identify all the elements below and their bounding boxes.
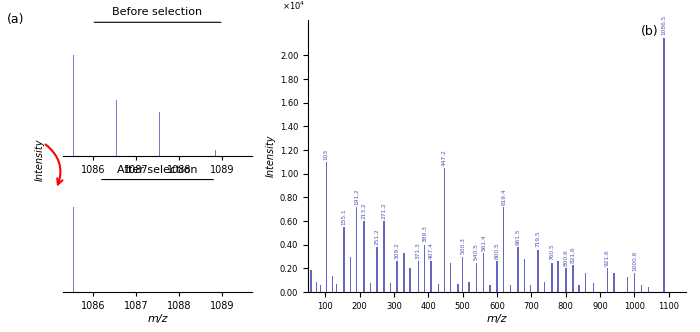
Bar <box>524 259 525 292</box>
Bar <box>648 288 649 292</box>
Text: (a): (a) <box>7 13 24 26</box>
Bar <box>476 263 477 292</box>
Text: 800.6: 800.6 <box>564 249 568 266</box>
Y-axis label: Intensity: Intensity <box>265 135 276 177</box>
Text: 251.2: 251.2 <box>374 228 379 245</box>
Bar <box>316 282 317 292</box>
Text: 760.5: 760.5 <box>550 243 554 260</box>
Bar <box>349 257 351 292</box>
Text: 1000.6: 1000.6 <box>632 250 637 271</box>
Bar <box>613 273 615 292</box>
Text: 540.5: 540.5 <box>474 243 479 260</box>
Text: $\times10^4$: $\times10^4$ <box>281 0 304 12</box>
Bar <box>634 273 636 292</box>
Bar <box>510 285 511 292</box>
Text: 719.5: 719.5 <box>536 230 540 247</box>
Bar <box>538 250 539 292</box>
Bar <box>356 207 357 292</box>
Text: 155.1: 155.1 <box>342 208 346 225</box>
Bar <box>462 257 463 292</box>
Text: 619.4: 619.4 <box>501 188 506 205</box>
Bar <box>592 283 594 292</box>
Bar <box>332 276 333 292</box>
Bar <box>418 261 419 292</box>
Bar <box>489 285 491 292</box>
Bar <box>468 282 470 292</box>
Bar <box>626 277 628 292</box>
Text: 821.6: 821.6 <box>570 246 575 263</box>
Bar <box>430 261 431 292</box>
Bar <box>396 261 398 292</box>
Bar <box>438 284 440 292</box>
Bar <box>450 263 452 292</box>
Bar <box>557 261 559 292</box>
Bar <box>310 270 312 292</box>
Bar <box>585 273 587 292</box>
Bar <box>403 253 405 292</box>
Text: 600.5: 600.5 <box>495 242 500 259</box>
Text: 309.2: 309.2 <box>395 242 400 259</box>
Text: Before selection: Before selection <box>113 7 202 17</box>
Text: 1086.5: 1086.5 <box>662 15 666 35</box>
X-axis label: m/z: m/z <box>147 314 168 324</box>
Bar <box>641 285 643 292</box>
Bar <box>578 285 580 292</box>
Bar <box>363 221 365 292</box>
Bar <box>573 265 574 292</box>
Text: 103: 103 <box>323 148 329 160</box>
Text: 271.2: 271.2 <box>382 202 386 219</box>
Text: 447.2: 447.2 <box>442 149 447 166</box>
Bar <box>544 282 545 292</box>
Bar <box>517 247 519 292</box>
Bar <box>326 162 327 292</box>
Text: 191.2: 191.2 <box>354 188 359 205</box>
Bar <box>458 284 459 292</box>
Text: Intensity: Intensity <box>35 138 45 181</box>
Text: (b): (b) <box>640 25 658 39</box>
Bar <box>444 168 445 292</box>
Bar <box>664 38 665 292</box>
Bar <box>390 283 391 292</box>
Bar <box>320 285 321 292</box>
Bar <box>424 245 426 292</box>
Bar <box>483 253 484 292</box>
Bar <box>530 285 531 292</box>
Text: 213.2: 213.2 <box>362 202 367 219</box>
Bar <box>410 269 411 292</box>
Text: After selection: After selection <box>118 165 197 175</box>
Bar <box>384 221 385 292</box>
Text: 661.5: 661.5 <box>516 228 521 245</box>
Text: 371.3: 371.3 <box>416 242 421 259</box>
X-axis label: m/z: m/z <box>486 314 507 324</box>
Bar <box>565 269 566 292</box>
Bar <box>552 263 553 292</box>
Bar <box>336 284 337 292</box>
Text: 389.3: 389.3 <box>422 225 427 242</box>
Bar <box>496 261 498 292</box>
Text: 407.4: 407.4 <box>428 242 433 259</box>
Text: 561.4: 561.4 <box>481 234 486 251</box>
Bar <box>344 227 345 292</box>
Text: 921.6: 921.6 <box>605 249 610 266</box>
Text: 500.3: 500.3 <box>460 237 466 254</box>
Bar <box>377 247 378 292</box>
Bar <box>503 207 505 292</box>
Bar <box>370 283 371 292</box>
Bar <box>607 269 608 292</box>
